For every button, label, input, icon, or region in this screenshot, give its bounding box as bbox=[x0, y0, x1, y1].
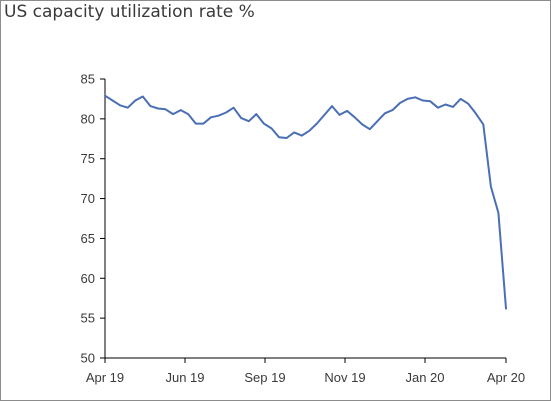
data-point bbox=[270, 127, 273, 130]
data-point bbox=[210, 116, 212, 119]
data-point bbox=[497, 212, 500, 214]
data-point bbox=[104, 94, 106, 97]
y-axis-ticks: 50 55 60 65 70 75 80 85 bbox=[81, 72, 105, 366]
data-point bbox=[429, 100, 432, 103]
y-tick-label: 80 bbox=[81, 111, 95, 126]
data-point bbox=[126, 106, 129, 109]
data-point bbox=[179, 109, 182, 111]
x-tick-label: Nov 19 bbox=[324, 370, 365, 385]
data-point bbox=[399, 102, 401, 104]
x-tick-label: Jan 20 bbox=[405, 370, 444, 385]
y-tick-label: 70 bbox=[81, 191, 95, 206]
data-point bbox=[134, 99, 137, 102]
chart-title: US capacity utilization rate % bbox=[4, 2, 255, 22]
data-point bbox=[323, 114, 326, 116]
y-tick-label: 55 bbox=[81, 311, 95, 326]
data-point bbox=[467, 102, 470, 105]
data-point bbox=[187, 113, 189, 115]
data-point bbox=[300, 134, 303, 137]
x-tick-label: Jun 19 bbox=[165, 370, 204, 385]
data-point bbox=[263, 122, 265, 125]
data-point bbox=[278, 136, 280, 138]
data-point bbox=[369, 128, 371, 130]
data-point bbox=[391, 109, 394, 111]
data-point bbox=[248, 120, 250, 122]
data-point bbox=[361, 123, 364, 126]
y-tick-label: 85 bbox=[81, 72, 95, 87]
data-point bbox=[157, 107, 159, 110]
x-tick-label: Sep 19 bbox=[244, 370, 285, 385]
y-tick-label: 50 bbox=[81, 351, 95, 366]
data-point bbox=[316, 122, 318, 125]
data-point bbox=[474, 112, 477, 115]
data-point bbox=[437, 106, 439, 109]
data-point bbox=[422, 99, 424, 102]
data-point bbox=[308, 130, 311, 132]
data-point bbox=[482, 123, 485, 126]
series-group bbox=[104, 94, 507, 310]
data-point bbox=[195, 122, 197, 125]
data-point bbox=[225, 111, 227, 114]
data-point bbox=[490, 185, 492, 188]
data-point bbox=[217, 114, 220, 117]
data-point bbox=[338, 114, 341, 116]
y-tick-label: 60 bbox=[81, 271, 95, 286]
data-point bbox=[149, 105, 152, 107]
data-point bbox=[346, 110, 348, 112]
y-tick-label: 75 bbox=[81, 151, 95, 166]
data-point bbox=[111, 99, 114, 102]
data-point bbox=[164, 108, 167, 111]
x-tick-label: Apr 19 bbox=[86, 370, 124, 385]
data-point bbox=[240, 117, 242, 119]
data-point bbox=[353, 116, 356, 119]
data-point bbox=[293, 131, 296, 134]
data-point bbox=[232, 106, 235, 109]
x-axis-ticks: Apr 19 Jun 19 Sep 19 Nov 19 Jan 20 Apr 20 bbox=[86, 358, 525, 385]
data-point bbox=[505, 307, 507, 310]
data-point bbox=[376, 120, 379, 122]
data-point bbox=[406, 98, 409, 100]
data-point bbox=[172, 113, 174, 115]
axes bbox=[104, 79, 506, 359]
data-point bbox=[142, 95, 144, 98]
data-point bbox=[452, 106, 454, 108]
data-point bbox=[414, 96, 417, 99]
data-point bbox=[444, 103, 447, 106]
data-point bbox=[285, 137, 288, 139]
data-point bbox=[331, 105, 333, 107]
data-point bbox=[255, 113, 258, 115]
x-tick-label: Apr 20 bbox=[487, 370, 525, 385]
data-point bbox=[459, 98, 462, 100]
data-point bbox=[202, 122, 205, 125]
data-point bbox=[384, 112, 386, 115]
data-point bbox=[119, 104, 121, 107]
y-tick-label: 65 bbox=[81, 231, 95, 246]
series-line bbox=[104, 94, 507, 310]
